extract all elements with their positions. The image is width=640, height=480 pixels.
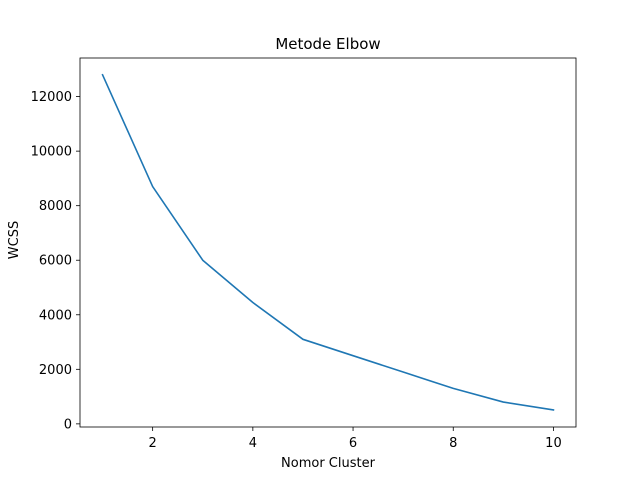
x-axis-label: Nomor Cluster: [281, 456, 376, 471]
chart-title: Metode Elbow: [275, 35, 380, 53]
x-tick-label: 10: [545, 436, 562, 451]
y-axis-label: WCSS: [7, 221, 22, 259]
y-tick-label: 10000: [31, 145, 72, 160]
y-tick-label: 6000: [39, 254, 72, 269]
y-tick-label: 8000: [39, 199, 72, 214]
x-tick-label: 6: [349, 436, 357, 451]
x-tick-label: 8: [449, 436, 457, 451]
x-tick-label: 4: [249, 436, 257, 451]
y-tick-label: 2000: [39, 363, 72, 378]
series-line: [101, 73, 555, 411]
y-tick-label: 12000: [31, 90, 72, 105]
plot-frame: [79, 57, 577, 428]
y-tick-label: 0: [64, 417, 72, 432]
x-tick-label: 2: [149, 436, 157, 451]
y-tick-label: 4000: [39, 308, 72, 323]
plot-area: 2 4 6 8 10 0 2000 4000 6000 8000 10000 12000: [31, 57, 577, 451]
